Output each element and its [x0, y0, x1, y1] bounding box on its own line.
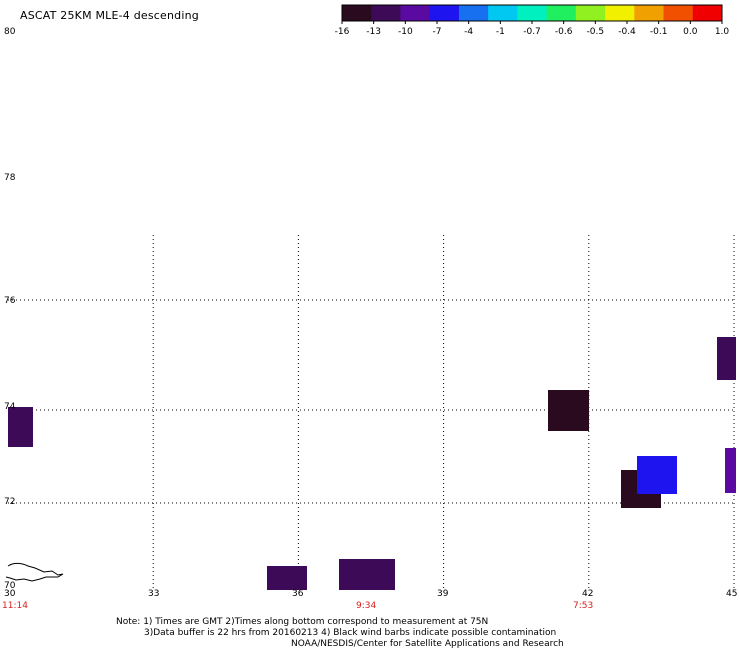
scale-tick-label: -1: [495, 27, 505, 37]
color-scale-bar: [341, 4, 723, 24]
scale-tick-label: -16: [334, 27, 350, 37]
data-cell: [8, 407, 33, 447]
latitude-label-80: 80: [4, 27, 16, 37]
data-cell: [637, 456, 677, 494]
longitude-label-45: 45: [726, 589, 738, 599]
scale-tick-label: 0.0: [683, 27, 698, 37]
latitude-label-76: 76: [4, 296, 16, 306]
scale-tick-label: -10: [397, 27, 413, 37]
longitude-label-33: 33: [148, 589, 160, 599]
scale-swatch: [488, 5, 518, 21]
longitude-label-36: 36: [292, 589, 304, 599]
note-line-2: 3)Data buffer is 22 hrs from 20160213 4)…: [144, 628, 557, 638]
data-cell: [548, 390, 589, 431]
map-title: ASCAT 25KM MLE-4 descending: [20, 9, 199, 22]
scale-tick-label: -0.5: [586, 27, 605, 37]
note-line-3: NOAA/NESDIS/Center for Satellite Applica…: [291, 639, 564, 649]
longitude-label-42: 42: [582, 589, 594, 599]
coastline: [5, 562, 64, 582]
scale-swatch: [546, 5, 577, 21]
scale-swatch: [429, 5, 460, 21]
scale-swatch: [663, 5, 694, 21]
longitude-label-30: 30: [4, 589, 16, 599]
time-label-2: 9:34: [356, 601, 377, 611]
latitude-label-78: 78: [4, 173, 16, 183]
scale-swatch: [371, 5, 401, 21]
latitude-label-74: 74: [4, 402, 16, 412]
scale-tick-label: 1.0: [714, 27, 730, 37]
data-cell: [339, 559, 395, 590]
scale-swatch: [634, 5, 665, 21]
latitude-label-70: 70: [4, 581, 16, 591]
scale-swatch: [517, 5, 548, 21]
latitude-label-72: 72: [4, 497, 16, 507]
scale-tick-label: -13: [366, 27, 382, 37]
scale-tick-label: -0.6: [554, 27, 573, 37]
scale-tick-label: -7: [432, 27, 442, 37]
scale-swatch: [575, 5, 606, 21]
note-line-1: Note: 1) Times are GMT 2)Times along bot…: [116, 617, 489, 627]
data-cell: [717, 337, 736, 380]
scale-swatch: [342, 5, 372, 21]
scale-tick-label: -0.4: [618, 27, 636, 37]
scale-tick-label: -0.1: [649, 27, 668, 37]
lat-lon-grid: [8, 235, 736, 590]
time-label-1: 11:14: [2, 601, 28, 611]
time-label-3: 7:53: [573, 601, 594, 611]
data-cell: [267, 566, 307, 590]
longitude-label-39: 39: [437, 589, 449, 599]
scale-swatch: [400, 5, 431, 21]
scale-swatch: [605, 5, 635, 21]
scale-swatch: [458, 5, 489, 21]
data-cell: [725, 448, 736, 493]
scale-swatch: [692, 5, 723, 21]
scale-tick-label: -4: [464, 27, 474, 37]
scale-tick-label: -0.7: [523, 27, 541, 37]
data-cells: [8, 337, 736, 590]
